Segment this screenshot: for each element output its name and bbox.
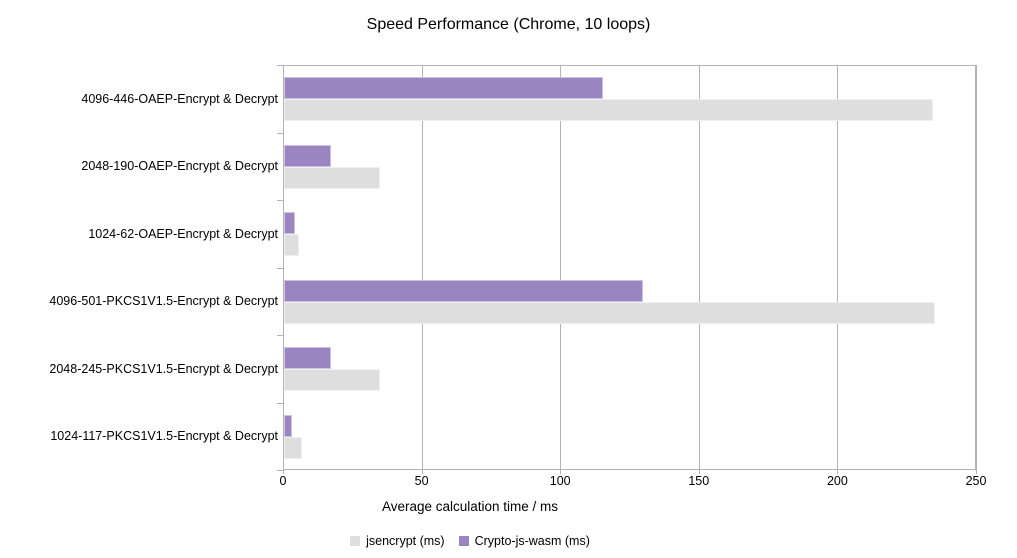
x-axis-title: Average calculation time / ms <box>381 499 559 514</box>
x-tick-mark <box>421 470 423 474</box>
gridline <box>421 65 423 470</box>
bar-jsencrypt <box>284 301 936 324</box>
y-tick-mark <box>277 335 283 336</box>
bar-crypto-js-wasm <box>284 144 332 167</box>
bar-crypto-js-wasm <box>284 414 293 437</box>
bar-jsencrypt <box>284 436 303 459</box>
x-tick-mark <box>976 470 977 474</box>
bar-jsencrypt <box>284 166 380 189</box>
legend-label-crypto-js-wasm: Crypto-js-wasm (ms) <box>474 534 590 548</box>
x-tick-label: 200 <box>826 474 848 488</box>
category-label: 1024-117-PKCS1V1.5-Encrypt & Decrypt <box>50 429 278 444</box>
gridline <box>976 65 977 470</box>
x-tick-mark <box>698 470 700 474</box>
x-tick-label: 0 <box>279 474 287 488</box>
x-tick-label: 100 <box>549 474 571 488</box>
category-label: 1024-62-OAEP-Encrypt & Decrypt <box>88 226 278 241</box>
chart-title: Speed Performance (Chrome, 10 loops) <box>366 16 651 33</box>
category-label: 4096-501-PKCS1V1.5-Encrypt & Decrypt <box>49 294 278 309</box>
bar-jsencrypt <box>284 99 933 121</box>
x-tick-mark <box>560 470 562 474</box>
x-tick-mark <box>283 470 284 474</box>
bar-crypto-js-wasm <box>284 77 603 99</box>
bar-crypto-js-wasm <box>284 347 332 369</box>
y-tick-mark <box>277 132 283 134</box>
x-tick-label: 50 <box>414 474 429 488</box>
legend-item-crypto-js-wasm: Crypto-js-wasm (ms) <box>458 534 590 548</box>
x-tick-mark <box>837 470 839 474</box>
category-label: 2048-190-OAEP-Encrypt & Decrypt <box>81 159 278 174</box>
gridline <box>698 65 700 470</box>
y-tick-mark <box>277 470 283 471</box>
category-label: 4096-446-OAEP-Encrypt & Decrypt <box>81 91 278 106</box>
legend-swatch-jsencrypt <box>350 536 361 546</box>
bar-jsencrypt <box>284 369 380 391</box>
legend-swatch-crypto-js-wasm <box>458 536 469 546</box>
x-tick-label: 250 <box>965 474 987 488</box>
legend-label-jsencrypt: jsencrypt (ms) <box>366 534 445 548</box>
legend-item-jsencrypt: jsencrypt (ms) <box>350 534 445 548</box>
y-tick-mark <box>277 402 283 404</box>
category-label: 2048-245-PKCS1V1.5-Encrypt & Decrypt <box>49 361 278 376</box>
y-tick-mark <box>277 267 283 269</box>
gridline <box>560 65 562 470</box>
y-tick-mark <box>277 65 283 66</box>
bar-jsencrypt <box>284 234 300 256</box>
plot-area <box>283 65 977 470</box>
x-tick-label: 150 <box>688 474 710 488</box>
gridline <box>837 65 839 470</box>
y-tick-mark <box>277 200 283 201</box>
legend: jsencrypt (ms) Crypto-js-wasm (ms) <box>0 533 940 549</box>
bar-crypto-js-wasm <box>284 212 296 234</box>
bar-crypto-js-wasm <box>284 279 643 302</box>
